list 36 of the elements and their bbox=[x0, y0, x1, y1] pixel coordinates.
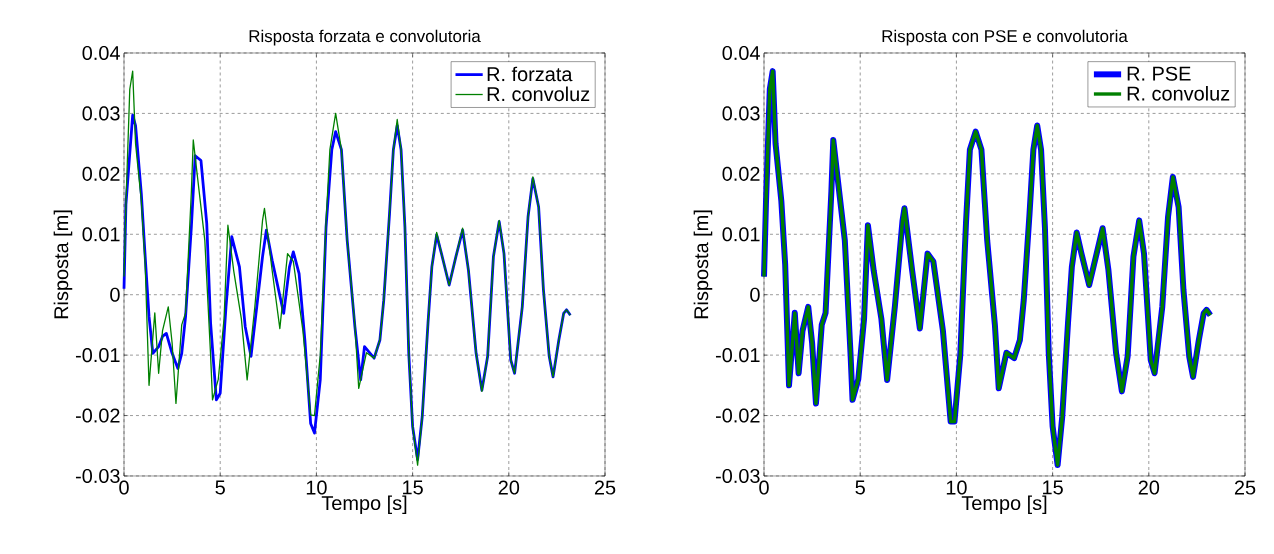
y-tick-label: 0 bbox=[110, 287, 120, 302]
legend-label: R. convoluz bbox=[1127, 86, 1230, 101]
legend-label: R. forzata bbox=[487, 66, 573, 82]
chart-title: Risposta con PSE e convolutoria bbox=[882, 29, 1128, 46]
y-tick-label: -0.03 bbox=[75, 468, 120, 484]
x-tick-label: 15 bbox=[403, 480, 423, 495]
x-tick-label: 15 bbox=[1043, 480, 1063, 495]
y-tick-label: 0.03 bbox=[82, 106, 120, 121]
y-tick-label: 0.04 bbox=[82, 45, 120, 61]
x-tick-label: 5 bbox=[855, 480, 865, 495]
y-tick-label: 0.02 bbox=[82, 166, 120, 181]
y-axis-title: Risposta [m] bbox=[53, 210, 73, 319]
x-tick-label: 25 bbox=[1234, 480, 1256, 495]
legend-label: R. PSE bbox=[1127, 66, 1191, 81]
x-tick-label: 5 bbox=[215, 480, 225, 495]
y-axis-title: Risposta [m] bbox=[693, 210, 713, 319]
x-tick-label: 10 bbox=[946, 480, 967, 495]
x-axis-title: Tempo [s] bbox=[961, 495, 1047, 515]
y-tick-label: 0.04 bbox=[722, 45, 760, 61]
y-tick-label: 0 bbox=[750, 287, 760, 302]
x-tick-label: 20 bbox=[498, 480, 520, 495]
legend-label: R. convoluz bbox=[487, 86, 590, 102]
x-tick-label: 25 bbox=[594, 480, 616, 495]
y-tick-label: 0.03 bbox=[722, 106, 760, 121]
y-tick-label: -0.02 bbox=[75, 408, 120, 423]
chart-title: Risposta forzata e convolutoria bbox=[249, 29, 481, 46]
y-tick-label: -0.02 bbox=[715, 408, 760, 423]
y-tick-label: 0.01 bbox=[722, 227, 760, 242]
y-tick-label: -0.01 bbox=[715, 348, 760, 363]
y-tick-label: 0.01 bbox=[82, 227, 120, 242]
y-tick-label: 0.02 bbox=[722, 166, 760, 181]
y-tick-label: -0.03 bbox=[715, 468, 760, 484]
x-axis-title: Tempo [s] bbox=[321, 495, 407, 515]
x-tick-label: 20 bbox=[1138, 480, 1160, 495]
x-tick-label: 10 bbox=[306, 480, 327, 495]
y-tick-label: -0.01 bbox=[75, 348, 120, 363]
